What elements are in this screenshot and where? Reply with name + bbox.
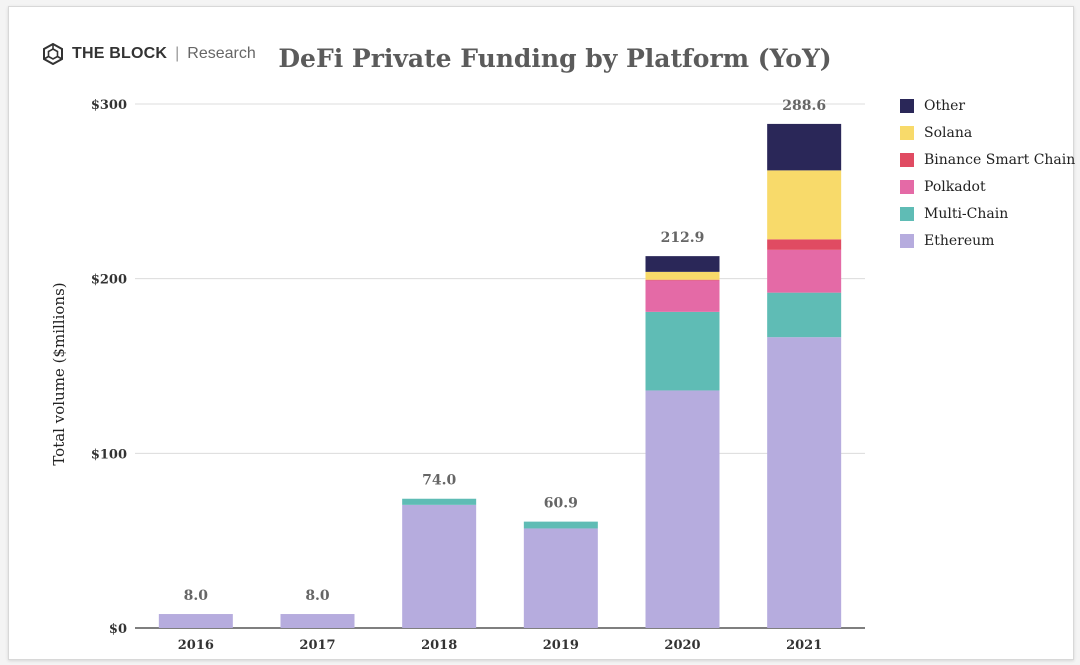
y-tick-label: $300: [91, 98, 127, 113]
bar-total-label: 8.0: [305, 588, 330, 604]
bar-segment: [645, 390, 720, 628]
bar-segment: [523, 521, 598, 529]
y-tick-label: $100: [91, 447, 127, 462]
x-tick-label: 2019: [543, 638, 579, 653]
bar-total-label: 74.0: [422, 473, 456, 489]
bar-segment: [645, 280, 720, 312]
bar-segment: [767, 292, 842, 338]
bar-segment: [402, 498, 477, 505]
x-tick-label: 2018: [421, 638, 457, 653]
chart-title: DeFi Private Funding by Platform (YoY): [278, 44, 832, 73]
bar-segment: [767, 337, 842, 628]
bar-segment: [280, 614, 355, 628]
bar-total-label: 212.9: [661, 230, 705, 246]
x-tick-label: 2020: [664, 638, 700, 653]
bar-segment: [645, 311, 720, 391]
bar-segment: [767, 123, 842, 171]
brand-sub: Research: [187, 45, 256, 62]
x-tick-label: 2017: [299, 638, 335, 653]
y-tick-label: $0: [109, 622, 127, 637]
bar-segment: [523, 528, 598, 628]
legend-swatch: [900, 125, 914, 140]
legend-item: Multi-Chain: [900, 200, 1075, 227]
bar-segment: [645, 271, 720, 280]
legend-swatch: [900, 233, 914, 248]
x-tick-label: 2021: [786, 638, 822, 653]
bar-segment: [767, 249, 842, 293]
legend-swatch: [900, 206, 914, 221]
bar-segment: [645, 279, 720, 281]
cube-logo-icon: [43, 43, 63, 65]
legend-swatch: [900, 98, 914, 113]
brand-logo: THE BLOCK | Research: [42, 43, 256, 65]
legend-item: Ethereum: [900, 227, 1075, 254]
bar-total-label: 8.0: [184, 588, 209, 604]
x-tick-label: 2016: [178, 638, 214, 653]
bar-total-label: 60.9: [544, 496, 578, 512]
legend-label: Multi-Chain: [924, 205, 1009, 222]
bar-segment: [645, 256, 720, 272]
chart-legend: Other Solana Binance Smart Chain Polkadot Mu…: [900, 92, 1075, 254]
legend-label: Polkadot: [924, 178, 986, 195]
legend-label: Ethereum: [924, 232, 995, 249]
bar-segment: [402, 504, 477, 628]
y-tick-label: $200: [91, 273, 127, 288]
legend-label: Solana: [924, 124, 973, 141]
bar-segment: [767, 170, 842, 240]
legend-swatch: [900, 179, 914, 194]
legend-item: Solana: [900, 119, 1075, 146]
legend-swatch: [900, 152, 914, 167]
bar-total-label: 288.6: [782, 98, 826, 114]
bar-segment: [767, 239, 842, 250]
legend-item: Polkadot: [900, 173, 1075, 200]
brand-name: THE BLOCK: [72, 45, 168, 62]
brand-separator: |: [175, 45, 180, 62]
legend-item: Binance Smart Chain: [900, 146, 1075, 173]
legend-label: Binance Smart Chain: [924, 151, 1076, 168]
bar-segment: [158, 614, 233, 628]
legend-item: Other: [900, 92, 1075, 119]
legend-label: Other: [924, 97, 966, 114]
